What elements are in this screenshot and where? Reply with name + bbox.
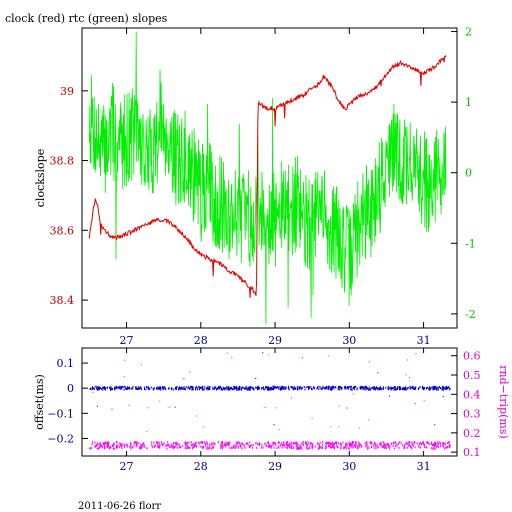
top-x-tick-label: 30 xyxy=(342,334,356,347)
bottom-y2label: rnd−trip(ms) xyxy=(497,365,510,439)
top-y-tick-label: 38.6 xyxy=(50,224,75,237)
bottom-y2-tick-label: 0.6 xyxy=(463,350,481,363)
top-y2-tick-label: 2 xyxy=(465,26,472,39)
top-y-tick-label: 38.4 xyxy=(50,294,75,307)
footer-label: 2011-06-26 florr xyxy=(78,501,161,512)
top-y-tick-label: 39 xyxy=(60,85,74,98)
bottom-plot-marks: 0.1 0 −0.1 −0.2 0.6 0.5 0.4 0.3 0.2 0.1 27 28 29 30 31 xyxy=(47,348,481,473)
bottom-y-tick-label: 0 xyxy=(67,382,74,395)
top-x-tick-label: 31 xyxy=(417,334,431,347)
offset-outlier-points xyxy=(97,352,444,426)
top-y2-tick-label: -2 xyxy=(465,308,476,321)
top-ylabel: clockslope xyxy=(34,149,47,207)
offset-series-points xyxy=(89,385,451,391)
top-y2-tick-label: 1 xyxy=(465,96,472,109)
clock-series-line xyxy=(88,55,447,298)
top-x-tick-label: 29 xyxy=(268,334,282,347)
bottom-y-tick-label: 0.1 xyxy=(57,357,75,370)
rtc-series-line xyxy=(89,31,447,325)
bottom-y2-tick-label: 0.3 xyxy=(463,408,481,421)
bottom-x-tick-label: 28 xyxy=(194,460,208,473)
bottom-y2-tick-label: 0.5 xyxy=(463,369,481,382)
bottom-y2-tick-label: 0.2 xyxy=(463,427,481,440)
chart-title: clock (red) rtc (green) slopes xyxy=(5,12,168,25)
bottom-y2-tick-label: 0.4 xyxy=(463,388,481,401)
bottom-y-tick-label: −0.1 xyxy=(47,407,74,420)
top-plot-frame xyxy=(81,27,458,329)
bottom-plot-frame xyxy=(81,347,458,457)
bottom-x-tick-label: 30 xyxy=(342,460,356,473)
bottom-ylabel: offset(ms) xyxy=(33,374,46,430)
bottom-x-tick-label: 27 xyxy=(120,460,134,473)
rndtrip-outlier-points xyxy=(92,352,425,432)
bottom-y-tick-label: −0.2 xyxy=(47,432,74,445)
top-y2-tick-label: 0 xyxy=(465,167,472,180)
top-x-tick-label: 28 xyxy=(194,334,208,347)
top-plot-marks: 38.4 38.6 38.8 39 -2 -1 0 1 2 27 28 29 30 31 xyxy=(50,26,476,347)
bottom-x-tick-label: 29 xyxy=(268,460,282,473)
bottom-y2-tick-label: 0.1 xyxy=(463,446,481,459)
top-x-tick-label: 27 xyxy=(120,334,134,347)
bottom-x-tick-label: 31 xyxy=(417,460,431,473)
bottom-panel: 0.1 0 −0.1 −0.2 0.6 0.5 0.4 0.3 0.2 0.1 27 28 29 30 31… xyxy=(33,347,510,473)
rndtrip-series-points xyxy=(89,440,451,450)
top-panel: 38.4 38.6 38.8 39 -2 -1 0 1 2 27 28 29 30 31 clockslo… xyxy=(34,26,476,347)
top-y-tick-label: 38.8 xyxy=(50,155,75,168)
top-y2-tick-label: -1 xyxy=(465,237,476,250)
